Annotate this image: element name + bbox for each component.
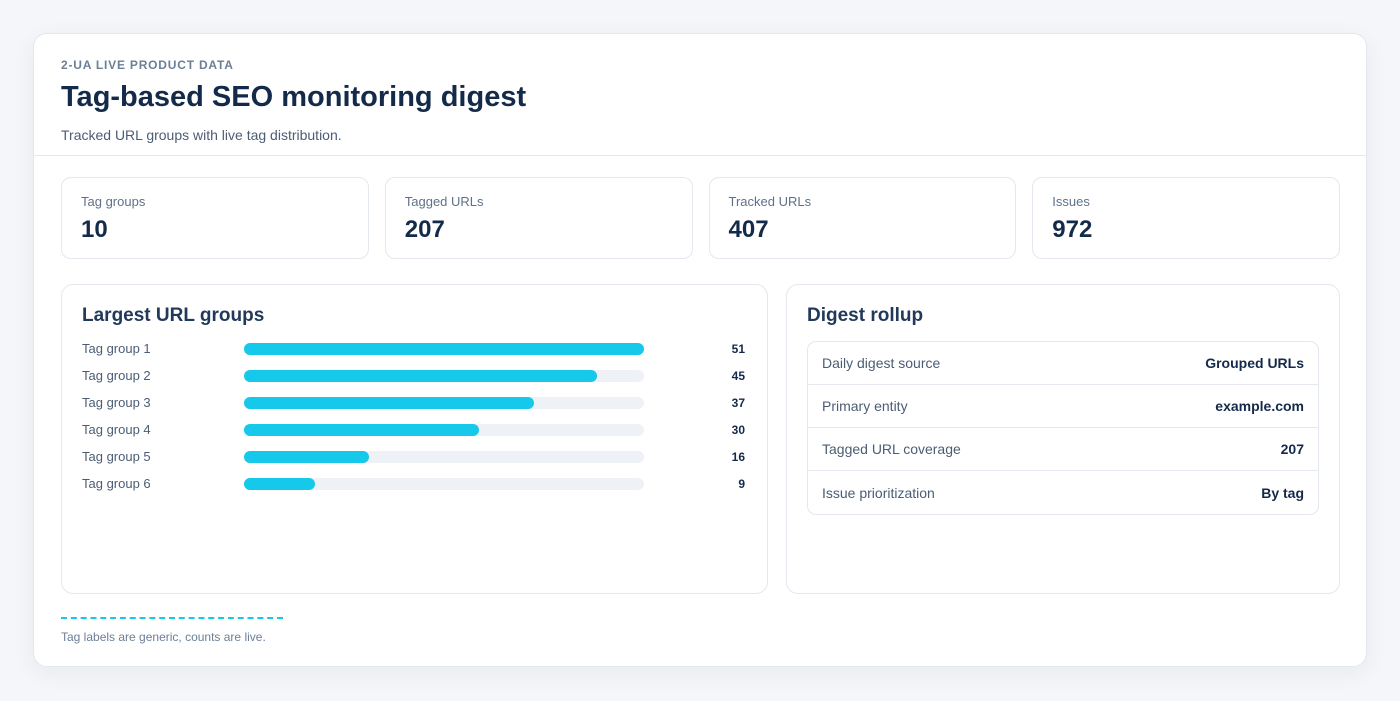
bar-track [244, 370, 644, 382]
footnote: Tag labels are generic, counts are live. [61, 630, 266, 644]
bar-label: Tag group 6 [82, 476, 151, 491]
rollup-row: Primary entity example.com [808, 385, 1318, 428]
bar-value: 51 [731, 342, 745, 356]
bar-label: Tag group 1 [82, 341, 151, 356]
digest-rollup-panel: Digest rollup Daily digest source Groupe… [786, 284, 1340, 594]
rollup-row: Issue prioritization By tag [808, 471, 1318, 514]
bar-track [244, 397, 644, 409]
bar-row-group-3: Tag group 3 37 [82, 393, 747, 420]
eyebrow-label: 2-UA LIVE PRODUCT DATA [61, 58, 234, 72]
panel-title: Digest rollup [807, 305, 924, 326]
rollup-key: Daily digest source [822, 355, 941, 371]
stat-label: Tag groups [81, 194, 146, 209]
stat-label: Tagged URLs [404, 194, 484, 209]
page-title: Tag-based SEO monitoring digest [61, 81, 527, 113]
stat-card-issues: Issues 972 [1032, 177, 1340, 259]
bar-fill [244, 478, 315, 490]
rollup-row: Daily digest source Grouped URLs [808, 342, 1318, 385]
bar-value: 16 [731, 450, 745, 464]
stat-card-tag-groups: Tag groups 10 [61, 177, 369, 259]
bar-track [244, 451, 644, 463]
rollup-value: 207 [1280, 441, 1304, 457]
stat-value: 10 [81, 216, 108, 243]
bar-label: Tag group 5 [82, 449, 151, 464]
stat-label: Tracked URLs [728, 194, 812, 209]
bar-fill [244, 370, 597, 382]
bar-row-group-1: Tag group 1 51 [82, 339, 747, 366]
panel-title: Largest URL groups [82, 305, 265, 326]
bar-fill [244, 424, 480, 436]
bar-row-group-4: Tag group 4 30 [82, 420, 747, 447]
bar-row-group-5: Tag group 5 16 [82, 447, 747, 474]
stat-card-tracked-urls: Tracked URLs 407 [708, 177, 1017, 259]
digest-card: 2-UA LIVE PRODUCT DATA Tag-based SEO mon… [33, 33, 1367, 667]
bar-fill [244, 397, 535, 409]
rollup-value: By tag [1261, 484, 1304, 501]
bar-fill [244, 343, 644, 355]
bar-value: 37 [731, 396, 745, 410]
bar-list: Tag group 1 51 Tag group 2 45 Tag group … [82, 339, 747, 501]
page-subtitle: Tracked URL groups with live tag distrib… [61, 127, 342, 143]
dashed-divider [61, 617, 283, 619]
stat-value: 207 [404, 216, 445, 243]
largest-url-groups-panel: Largest URL groups Tag group 1 51 Tag gr… [61, 284, 768, 594]
rollup-key: Issue prioritization [822, 484, 935, 501]
rollup-value: Grouped URLs [1205, 355, 1304, 371]
bar-track [244, 424, 644, 436]
stat-card-tagged-urls: Tagged URLs 207 [384, 177, 693, 259]
bar-track [244, 343, 644, 355]
stat-label: Issues [1052, 194, 1090, 209]
bar-value: 9 [738, 477, 745, 491]
bar-label: Tag group 3 [82, 395, 151, 410]
rollup-row: Tagged URL coverage 207 [808, 428, 1318, 471]
bar-label: Tag group 4 [82, 422, 151, 437]
stat-value: 407 [728, 216, 769, 243]
header: 2-UA LIVE PRODUCT DATA Tag-based SEO mon… [34, 34, 1366, 156]
rollup-key: Primary entity [822, 398, 908, 414]
rollup-value: example.com [1215, 398, 1304, 414]
stat-value: 972 [1052, 216, 1093, 243]
bar-label: Tag group 2 [82, 368, 151, 383]
bar-track [244, 478, 644, 490]
bar-row-group-6: Tag group 6 9 [82, 474, 747, 501]
rollup-table: Daily digest source Grouped URLs Primary… [807, 341, 1319, 515]
bar-value: 45 [731, 369, 745, 383]
rollup-key: Tagged URL coverage [822, 441, 961, 457]
stats-row: Tag groups 10 Tagged URLs 207 Tracked UR… [61, 177, 1340, 259]
bar-fill [244, 451, 370, 463]
bar-row-group-2: Tag group 2 45 [82, 366, 747, 393]
bar-value: 30 [731, 423, 745, 437]
